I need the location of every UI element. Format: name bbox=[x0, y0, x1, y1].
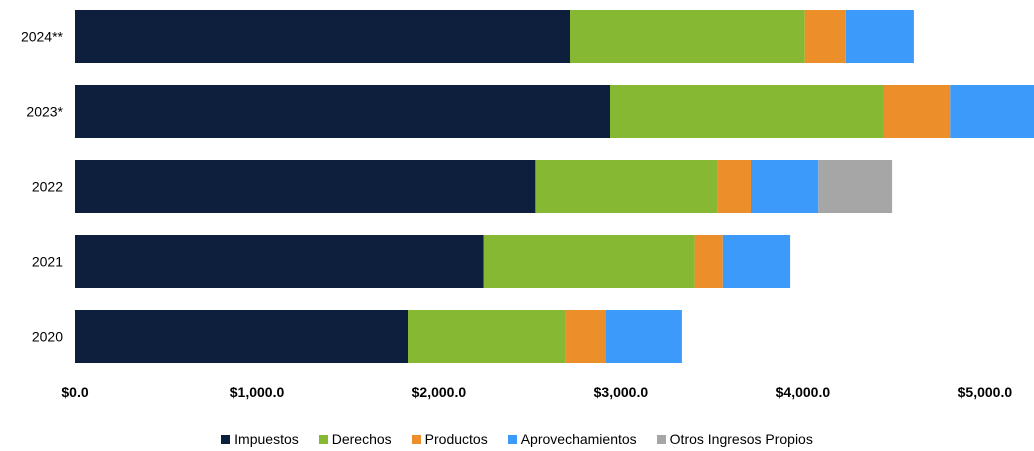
legend-item: Impuestos bbox=[221, 431, 299, 447]
legend-item: Aprovechamientos bbox=[507, 431, 637, 447]
bar-segment bbox=[818, 160, 893, 213]
bar-segment bbox=[75, 160, 536, 213]
bar-group bbox=[75, 10, 1034, 363]
legend-label: Impuestos bbox=[234, 431, 299, 447]
x-tick-label: $3,000.0 bbox=[594, 384, 649, 400]
legend-swatch bbox=[318, 434, 328, 444]
bar-segment bbox=[75, 10, 570, 63]
x-tick-label: $2,000.0 bbox=[412, 384, 467, 400]
legend-item: Derechos bbox=[318, 431, 392, 447]
x-tick-label: $0.0 bbox=[61, 384, 88, 400]
bar-segment bbox=[75, 85, 610, 138]
x-tick-label: $5,000.0 bbox=[958, 384, 1013, 400]
bar-segment bbox=[605, 310, 682, 363]
legend-label: Productos bbox=[424, 431, 488, 447]
bar-segment bbox=[75, 235, 484, 288]
y-tick-label: 2022 bbox=[32, 179, 63, 195]
bar-segment bbox=[75, 310, 408, 363]
y-tick-label: 2020 bbox=[32, 329, 63, 345]
bar-segment bbox=[883, 85, 951, 138]
legend-swatch bbox=[221, 434, 231, 444]
bar-segment bbox=[804, 10, 846, 63]
legend-item: Otros Ingresos Propios bbox=[656, 431, 813, 447]
legend-label: Otros Ingresos Propios bbox=[669, 431, 813, 447]
legend: Impuestos Derechos Productos Aprovechamient… bbox=[0, 428, 1034, 450]
bar-segment bbox=[751, 160, 819, 213]
bar-segment bbox=[950, 85, 1034, 138]
bar-segment bbox=[483, 235, 695, 288]
stacked-bar-chart: 2024** 2023* 2022 2021 2020 $0.0 $1,000.0 $2,0… bbox=[21, 10, 1034, 400]
bar-segment bbox=[694, 235, 723, 288]
y-tick-label: 2021 bbox=[32, 254, 63, 270]
y-tick-label: 2024** bbox=[21, 29, 64, 45]
bar-segment bbox=[565, 310, 606, 363]
bar-segment bbox=[722, 235, 791, 288]
legend-label: Derechos bbox=[331, 431, 392, 447]
bar-segment bbox=[535, 160, 718, 213]
legend-swatch bbox=[411, 434, 421, 444]
y-axis-labels: 2024** 2023* 2022 2021 2020 bbox=[21, 29, 64, 345]
legend-label: Aprovechamientos bbox=[520, 431, 637, 447]
bar-segment bbox=[570, 10, 805, 63]
bar-segment bbox=[610, 85, 883, 138]
x-tick-label: $4,000.0 bbox=[776, 384, 831, 400]
bar-segment bbox=[408, 310, 566, 363]
legend-swatch bbox=[507, 434, 517, 444]
bar-segment bbox=[845, 10, 914, 63]
legend-swatch bbox=[656, 434, 666, 444]
bar-segment bbox=[717, 160, 752, 213]
x-axis-labels: $0.0 $1,000.0 $2,000.0 $3,000.0 $4,000.0 $5,0… bbox=[61, 384, 1012, 400]
y-tick-label: 2023* bbox=[26, 104, 63, 120]
x-tick-label: $1,000.0 bbox=[230, 384, 285, 400]
legend-item: Productos bbox=[411, 431, 488, 447]
